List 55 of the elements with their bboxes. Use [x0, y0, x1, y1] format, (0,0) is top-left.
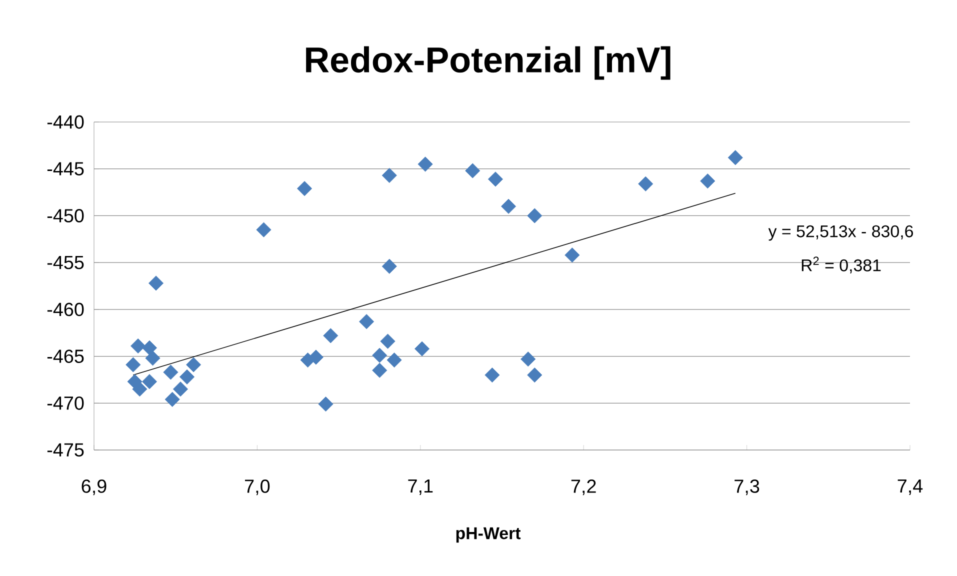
point: [564, 248, 580, 263]
point: [382, 258, 397, 274]
y-tick-label: -440: [47, 115, 84, 129]
annotation: y = 52,513x - 830,6: [768, 225, 913, 241]
point: [638, 176, 654, 192]
point: [323, 328, 338, 344]
point: [164, 392, 180, 407]
chart-title: Redox-Potenzial [mV]: [306, 46, 670, 80]
point: [297, 181, 312, 196]
point: [484, 368, 500, 383]
point: [148, 276, 164, 291]
y-tick-label: -465: [47, 350, 84, 363]
point: [382, 168, 397, 183]
point: [527, 368, 542, 383]
point: [142, 340, 158, 356]
point: [359, 314, 374, 330]
y-tick-label: -450: [47, 209, 84, 222]
point: [318, 396, 334, 412]
point: [728, 150, 743, 166]
point: [130, 338, 146, 354]
point: [180, 369, 195, 384]
point: [527, 208, 542, 224]
point: [186, 357, 202, 372]
point: [163, 364, 178, 380]
point: [414, 341, 430, 356]
point: [172, 382, 188, 397]
point: [308, 350, 324, 365]
y-tick-label: -475: [47, 443, 84, 457]
point: [372, 362, 388, 378]
point: [132, 382, 148, 397]
x-tick-label: 7,1: [408, 480, 433, 495]
point: [372, 348, 388, 363]
y-tick-label: -470: [47, 396, 84, 410]
x-axis-title: pH-Wert: [456, 527, 521, 543]
point: [142, 374, 158, 390]
point: [256, 222, 272, 238]
point: [700, 174, 716, 189]
y-tick-label: -445: [47, 162, 84, 176]
x-tick-label: 7,3: [734, 480, 760, 496]
y-tick-label: -460: [47, 302, 84, 316]
point: [126, 357, 141, 372]
x-tick-label: 6,9: [82, 480, 106, 496]
x-tick-label: 7,2: [571, 480, 596, 496]
x-tick-label: 7,0: [245, 480, 270, 496]
point: [501, 198, 516, 214]
point: [418, 156, 433, 172]
point: [380, 334, 396, 349]
point: [465, 163, 480, 178]
point: [488, 172, 503, 187]
point: [520, 352, 536, 367]
annotation: R$^{2}$ = 0,381: [802, 256, 881, 274]
x-tick-label: 7,4: [898, 480, 923, 495]
point: [386, 352, 402, 368]
point: [145, 350, 160, 366]
y-tick-label: -455: [47, 256, 84, 270]
